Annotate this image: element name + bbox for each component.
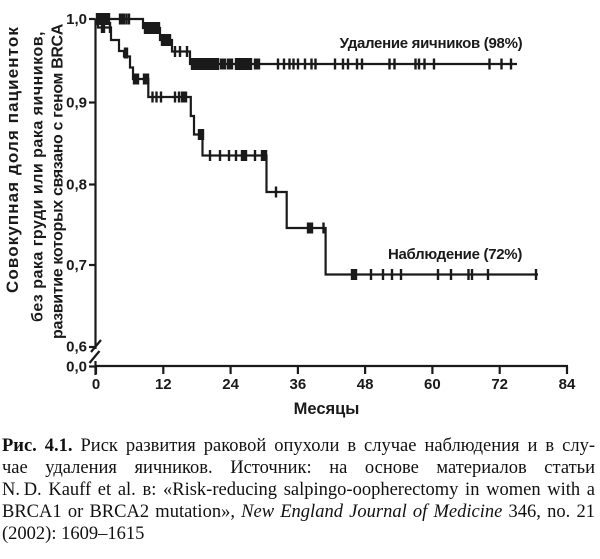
svg-text:0,9: 0,9 (66, 95, 87, 112)
svg-text:Удаление яичников (98%): Удаление яичников (98%) (340, 35, 523, 52)
svg-text:развитие которых связано с ген: развитие которых связано с геном BRCA (50, 23, 67, 339)
svg-text:Совокупная доля пациенток: Совокупная доля пациенток (3, 26, 22, 293)
svg-text:36: 36 (290, 376, 307, 393)
svg-text:12: 12 (155, 376, 172, 393)
svg-text:24: 24 (222, 376, 239, 393)
svg-text:48: 48 (357, 376, 374, 393)
svg-text:0: 0 (92, 376, 100, 393)
svg-text:84: 84 (559, 376, 576, 393)
svg-text:Месяцы: Месяцы (294, 400, 360, 418)
svg-text:1,0: 1,0 (66, 11, 87, 28)
svg-text:60: 60 (424, 376, 441, 393)
svg-text:0,6: 0,6 (66, 339, 87, 356)
svg-text:без рака груди или рака яичник: без рака груди или рака яичников, (30, 31, 47, 322)
svg-text:Наблюдение (72%): Наблюдение (72%) (388, 246, 522, 263)
svg-text:72: 72 (491, 376, 508, 393)
svg-text:0,7: 0,7 (66, 257, 87, 274)
svg-text:0,0: 0,0 (66, 359, 87, 376)
svg-text:0,8: 0,8 (66, 177, 87, 194)
